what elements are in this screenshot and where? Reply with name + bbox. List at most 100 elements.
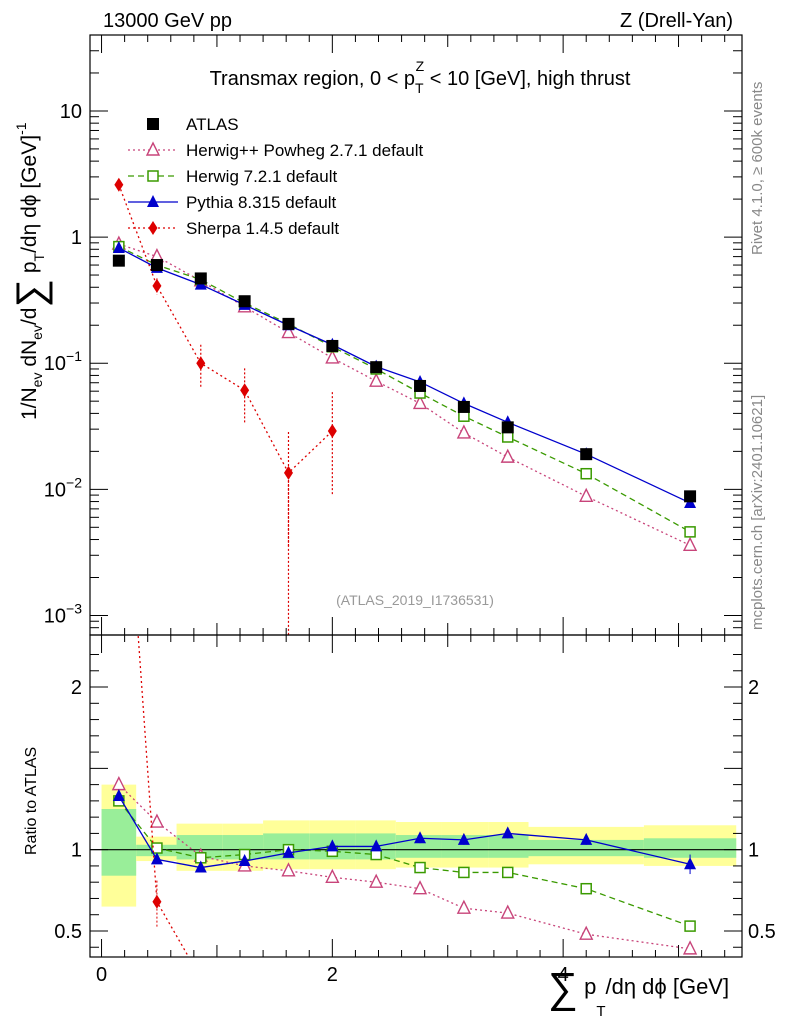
ratio-tick-label: 1 [71,840,82,862]
data-point [414,379,427,392]
data-point [281,323,296,339]
ratio-tick-label-right: 0.5 [748,921,776,943]
data-point [501,421,514,434]
ratio-line [118,784,691,950]
y-tick-label: 10−1 [44,348,82,375]
header-right: Z (Drell-Yan) [620,10,733,32]
ratio-point [326,839,339,852]
ratio-tick-label: 2 [71,677,82,699]
main-y-axis-title: 1/Nev dNev/d∑ pT/dη dϕ [GeV]-1 [9,122,53,420]
ratio-series-1 [111,776,698,955]
rivet-label: Rivet 4.1.0, ≥ 600k events [749,82,766,255]
band-green [488,835,529,858]
ratio-point [282,845,295,858]
series-0 [112,254,697,503]
data-point [150,259,163,272]
series-line [118,184,333,474]
ratio-point [458,866,470,879]
data-point [326,339,339,352]
legend-label: Sherpa 1.4.5 default [186,219,339,238]
ratio-point [370,839,383,852]
ratio-line [118,795,691,869]
data-point [684,490,697,503]
y-tick-label: 1 [71,227,82,249]
ratio-point [501,826,514,839]
y-tick-label: 10−3 [44,600,82,627]
ratio-point [500,904,515,919]
data-point [327,424,337,439]
ratio-point [150,852,163,865]
data-point [325,349,340,364]
data-point [282,317,295,330]
data-point [579,487,594,503]
x-axis-title: ∑ pT/dη dϕ [GeV] [548,964,729,1020]
data-point [194,272,207,285]
x-tick-label: 4 [558,964,569,986]
data-point [500,448,515,463]
ratio-plot: 0 2 4 2 2 1 1 0.5 0.5 [54,35,776,986]
ratio-point [414,831,427,844]
data-point [412,394,428,410]
legend-entry: Sherpa 1.4.5 default [128,219,339,238]
series-line [118,247,691,504]
data-point [682,536,698,551]
legend-marker [147,195,159,207]
mcplots-label: mcplots.cern.ch [arXiv:2401.10621] [749,395,766,630]
ratio-point [194,860,207,873]
legend-label: Herwig 7.2.1 default [186,167,337,186]
ratio-point [238,854,251,867]
ratio-point [501,866,514,879]
legend-entry: Herwig 7.2.1 default [128,167,337,186]
data-point [684,526,696,538]
main-y-axis: 10 1 10−1 10−2 10−3 [44,34,742,636]
band-green [101,809,137,876]
legend-entry: Pythia 8.315 default [128,193,337,212]
data-point [112,240,125,253]
legend-label: Herwig++ Powheg 2.7.1 default [186,141,423,160]
band-green [528,839,644,857]
data-point [457,400,470,413]
data-point [370,361,383,374]
ratio-point [111,776,126,791]
ratio-point [149,813,165,828]
header-left: 13000 GeV pp [103,10,232,32]
ratio-series-3 [112,789,697,875]
data-point [112,254,125,267]
band-green [441,835,489,858]
main-plot: 10 1 10−1 10−2 10−3 [44,34,743,636]
legend-marker [145,141,161,156]
legend-entry: ATLAS [147,115,239,134]
ratio-point [281,862,296,877]
ratio-point [580,882,592,895]
legend-label: Pythia 8.315 default [186,193,337,212]
data-point [580,467,592,480]
ratio-y-axis: 2 2 1 1 0.5 0.5 [54,654,776,948]
ratio-point [325,868,340,884]
ratio-tick-label: 0.5 [54,921,82,943]
ratio-point [369,873,384,888]
x-axis-ticks: 0 2 4 [96,35,726,986]
data-point [240,383,250,398]
legend-marker [148,221,158,235]
data-point [238,295,251,308]
ratio-point [684,857,697,870]
ratio-series-4 [137,635,190,957]
data-point [196,356,206,371]
band-green [643,838,737,858]
ratio-frame [89,634,743,958]
data-point [580,448,593,461]
data-point [501,431,514,443]
ratio-point [112,789,125,801]
ratio-point [684,920,696,932]
legend: ATLAS Herwig++ Powheg 2.7.1 default Herwig… [128,115,423,238]
ratio-point [579,925,594,940]
ratio-point [412,880,428,895]
watermark: (ATLAS_2019_I1736531) [336,592,494,608]
data-point [456,424,472,439]
x-tick-label: 2 [327,964,338,986]
ratio-point [414,861,426,874]
svg-text:1/Nev dNev/d∑ pT/dη dϕ [GeV]-: 1/Nev dNev/d∑ pT/dη dϕ [GeV]-1 [9,122,53,420]
y-tick-label: 10 [60,101,82,123]
ratio-point [682,940,698,955]
